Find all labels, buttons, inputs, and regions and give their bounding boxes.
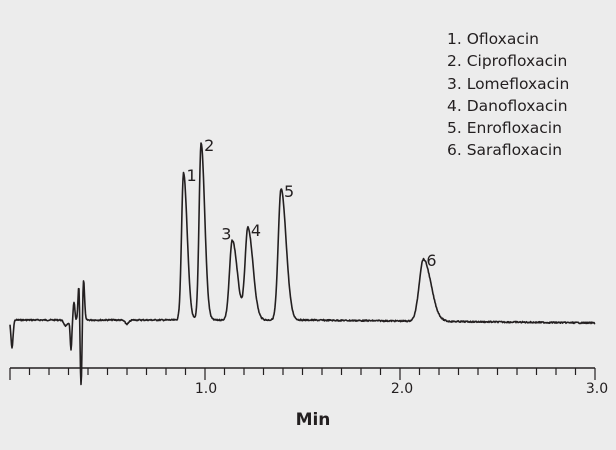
peak-label-5: 5	[284, 182, 294, 201]
legend-item: 5. Enrofloxacin	[447, 119, 562, 138]
x-tick-label-1: 1.0	[194, 381, 218, 397]
peak-label-4: 4	[251, 221, 261, 240]
legend-item: 6. Sarafloxacin	[447, 141, 563, 160]
peak-label-3: 3	[221, 224, 231, 243]
x-axis	[9, 367, 596, 380]
peak-labels: 12 3 4 5 6	[187, 136, 437, 270]
x-tick-label-3: 3.0	[585, 381, 609, 397]
peak-label-1: 1	[187, 166, 197, 185]
legend-item: 1. Ofloxacin	[447, 30, 540, 48]
x-axis-ticks	[9, 368, 596, 380]
legend: 1. Ofloxacin 2. Ciprofloxacin 3. Lomeflo…	[447, 28, 569, 162]
x-axis-title: Min	[295, 410, 331, 430]
peak-label-6: 6	[426, 251, 436, 270]
chromatogram-trace	[9, 142, 596, 386]
peak-label-2: 2	[204, 136, 214, 155]
x-tick-label-2: 2.0	[390, 381, 414, 397]
legend-item: 2. Ciprofloxacin	[447, 52, 568, 71]
legend-item: 4. Danofloxacin	[447, 96, 568, 115]
legend-item: 3. Lomefloxacin	[447, 74, 570, 93]
